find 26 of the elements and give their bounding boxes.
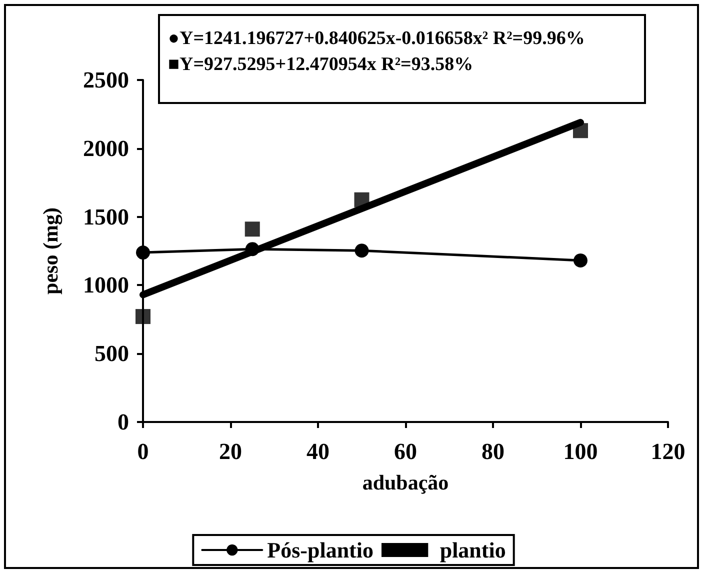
x-axis-title: adubação [362,470,449,494]
point [354,192,370,208]
point [354,244,369,258]
x-tick-label: 60 [394,439,417,464]
point [244,222,260,237]
legend-label: plantio [440,538,506,562]
legend-label: Pós-plantio [267,538,374,562]
x-tick-label: 0 [137,439,149,464]
point [136,246,150,260]
text-box: ●Y=1241.196727+0.840625x-0.016658x² R²=99.96% ■Y=927.5295+12.470954x R²=93.58% [158,14,646,104]
point [245,242,260,256]
x-tick-label: 80 [482,439,504,464]
x-tick-label: 120 [650,439,686,464]
x-tick-label: 20 [219,439,242,464]
y-axis-title: peso (mg) [38,208,62,294]
x-tick-label: 40 [306,439,330,464]
y-tick-label: 1000 [83,272,129,298]
y-tick-label: 1500 [83,204,129,230]
y-tick-label: 500 [94,341,129,366]
y-tick-label: 2000 [83,136,129,161]
point [136,309,150,324]
point [573,123,588,138]
x-tick-label: 100 [563,439,598,464]
y-tick-label: 2500 [83,68,129,92]
point [574,253,588,268]
y-tick-label: 0 [118,410,129,434]
